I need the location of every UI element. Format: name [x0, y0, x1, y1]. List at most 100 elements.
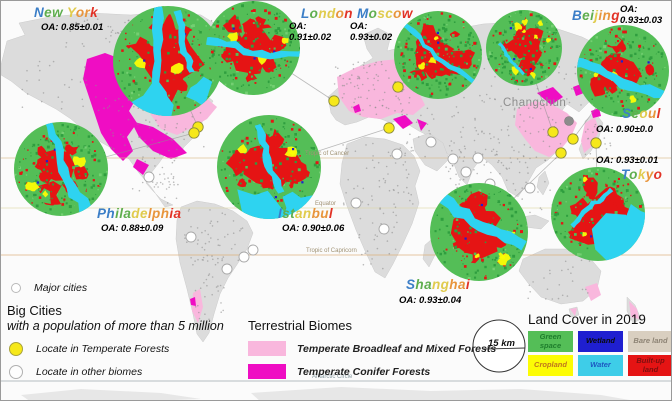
major-city-dot [201, 246, 203, 249]
major-city-dot [111, 29, 114, 32]
major-city-dot [343, 93, 345, 95]
major-city-dot [190, 225, 192, 228]
major-city-dot [473, 169, 475, 171]
scale-circle [472, 319, 526, 373]
major-city-dot [144, 139, 146, 142]
temperate-city-dot-istanbul [383, 122, 395, 134]
major-city-dot [366, 250, 369, 252]
major-city-dot [457, 111, 460, 114]
major-city-dot [490, 171, 492, 174]
major-city-dot [513, 115, 515, 117]
biome-broadleaf-patch [515, 101, 577, 157]
legend-biomes: Terrestrial Biomes Temperate Broadleaf a… [248, 318, 496, 379]
major-city-dot [164, 126, 166, 128]
major-city-dot [151, 139, 154, 141]
major-city-dot [384, 180, 387, 182]
major-city-dot [197, 304, 199, 307]
major-city-dot [587, 158, 590, 160]
major-city-dot [127, 99, 130, 101]
major-city-dot [211, 276, 214, 278]
major-city-dot [377, 79, 379, 82]
temperate-city-dot-moscow [392, 81, 404, 93]
major-city-dot [194, 289, 197, 292]
major-city-dot [359, 113, 361, 115]
major-city-dot [417, 136, 420, 138]
major-city-dot [81, 43, 84, 45]
major-city-dot [342, 202, 345, 204]
major-city-dot [544, 159, 547, 162]
major-city-dot [574, 66, 577, 68]
major-city-dot [490, 137, 492, 140]
landcover-chip-green-space: Green space [528, 331, 573, 352]
major-city-dot [334, 66, 337, 68]
major-city-dot [138, 136, 140, 138]
major-city-dot [353, 85, 356, 88]
major-city-dot [171, 161, 174, 164]
major-city-dot [484, 148, 487, 151]
major-city-dot [597, 129, 599, 131]
major-city-dot [84, 24, 87, 27]
major-city-dot [375, 73, 378, 76]
major-city-dot [551, 118, 554, 121]
major-city-dot [519, 126, 521, 128]
major-city-dot [406, 186, 408, 189]
major-city-dot [345, 192, 347, 194]
major-city-dot [137, 123, 139, 125]
major-city-dot [188, 208, 190, 211]
major-city-dot [199, 287, 202, 290]
other-biome-city-dot [185, 231, 197, 243]
major-city-dot [353, 187, 355, 190]
biome-broadleaf-patch [570, 308, 577, 316]
major-city-dot [498, 142, 501, 144]
major-city-dot [221, 212, 224, 214]
major-city-dot [474, 151, 477, 153]
major-city-dot [86, 19, 89, 21]
major-city-dot [527, 297, 529, 300]
other-biome-city-dot [425, 136, 437, 148]
major-city-dot [156, 182, 158, 184]
major-city-dot [153, 157, 156, 160]
major-city-dot [194, 306, 197, 308]
major-city-dot [554, 101, 556, 104]
major-city-dot [221, 258, 223, 260]
major-city-dot [211, 225, 214, 227]
major-city-dot [173, 159, 176, 162]
inset-moscow [394, 11, 482, 99]
major-city-dot [176, 122, 178, 125]
major-city-dot [220, 311, 222, 314]
major-city-dot [357, 87, 360, 90]
major-city-dot [216, 220, 219, 223]
major-city-dot [224, 236, 226, 238]
major-city-dot [402, 88, 405, 91]
major-city-dot [393, 226, 395, 228]
major-city-dot [477, 133, 480, 135]
major-city-dot [566, 295, 569, 297]
major-city-dot [345, 147, 348, 150]
major-city-dot [201, 259, 204, 261]
biomes-title: Terrestrial Biomes [248, 318, 353, 333]
major-city-dot [184, 237, 186, 239]
major-city-dot [121, 105, 124, 108]
major-city-dot [112, 147, 115, 150]
major-city-dot [409, 133, 411, 136]
major-city-dot [460, 136, 463, 138]
major-city-dot [548, 116, 550, 119]
major-city-dot [221, 259, 223, 262]
landcover-chip-wetland: Wetland [578, 331, 623, 352]
inset-new-york [113, 6, 223, 116]
major-city-dot [107, 25, 109, 28]
major-city-dot [449, 177, 452, 180]
major-city-dot [382, 98, 384, 101]
major-city-dot [549, 269, 551, 272]
major-city-dot [523, 144, 526, 146]
major-city-dot [219, 244, 221, 247]
major-city-dot [392, 211, 395, 214]
major-city-dot [458, 156, 461, 158]
major-city-dot [184, 234, 186, 236]
major-city-dot [172, 177, 175, 180]
major-city-dot [217, 290, 219, 292]
major-city-dot [362, 187, 365, 190]
major-city-dot [83, 20, 86, 23]
major-city-dot [145, 119, 147, 121]
major-city-dot [458, 183, 460, 185]
